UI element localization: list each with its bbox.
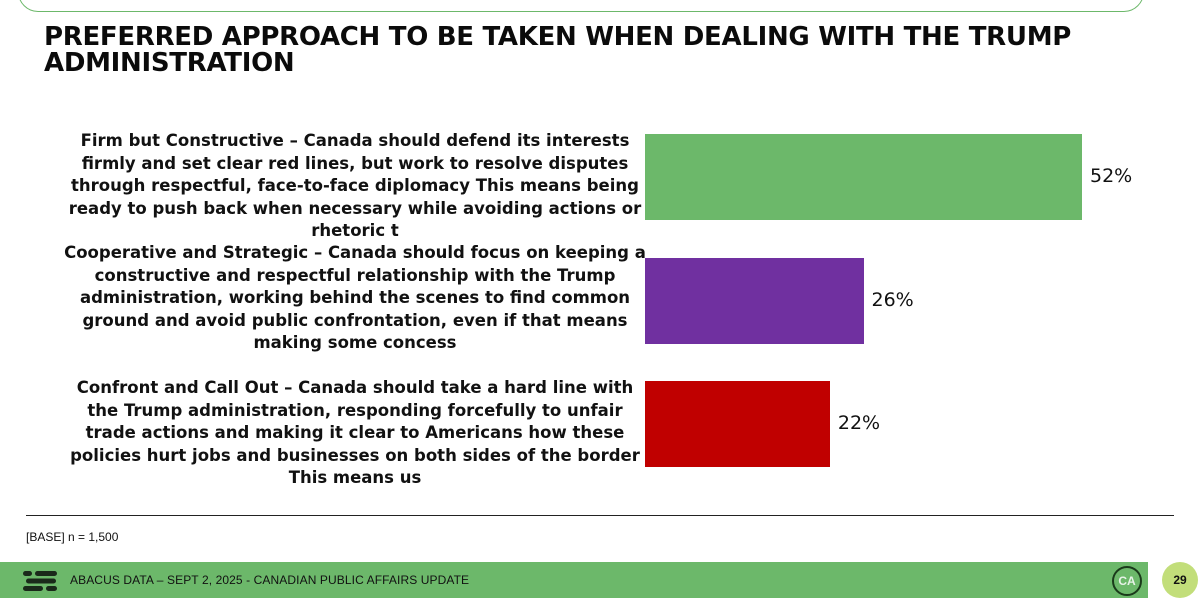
bar-value-label: 52% [1090,165,1133,187]
bar [645,134,1082,220]
footer-text: ABACUS DATA – SEPT 2, 2025 - CANADIAN PU… [70,573,470,587]
page-number: 29 [1162,562,1198,598]
bar-value-label: 22% [837,412,881,434]
bar [645,381,830,467]
chart-title: PREFERRED APPROACH TO BE TAKEN WHEN DEAL… [44,22,1072,78]
category-label: Confront and Call Out – Canada should ta… [70,378,640,487]
bar-value-label: 26% [871,289,914,311]
footer-bar: ABACUS DATA – SEPT 2, 2025 - CANADIAN PU… [0,562,1148,598]
base-note: [BASE] n = 1,500 [26,530,119,544]
canada-badge-icon: CA [1112,566,1142,596]
category-label: Cooperative and Strategic – Canada shoul… [64,243,646,352]
abacus-logo-icon [23,571,57,591]
footer-divider [26,515,1174,516]
category-label: Firm but Constructive – Canada should de… [68,131,642,240]
bar [645,258,864,344]
